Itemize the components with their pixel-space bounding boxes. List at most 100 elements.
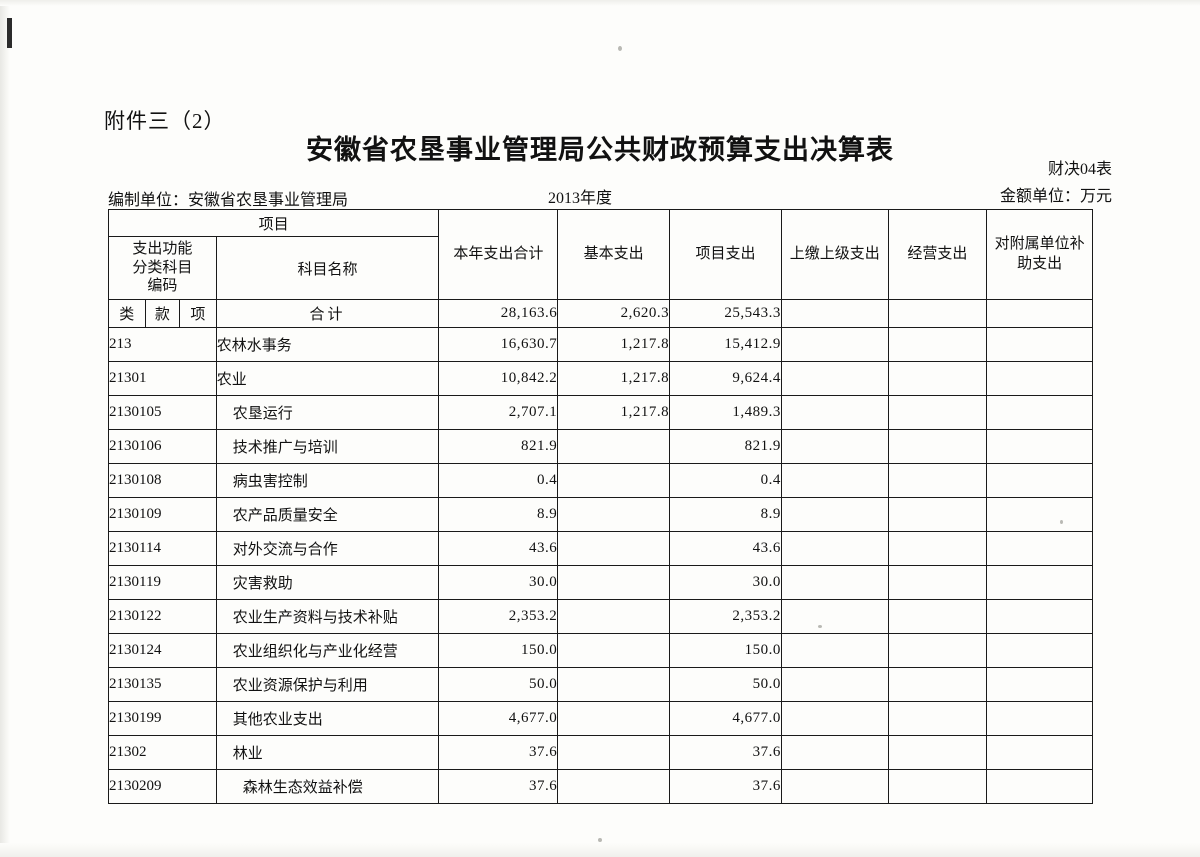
row-value-2: 30.0 (669, 565, 782, 600)
row-value-1 (557, 599, 671, 634)
row-value-0: 8.9 (438, 497, 559, 532)
table-row: 2130106 技术推广与培训 821.9 821.9 (108, 429, 1093, 464)
table-row: 2130105 农垦运行 2,707.1 1,217.8 1,489.3 (108, 395, 1093, 430)
row-value-4 (887, 735, 988, 770)
subheader-item: 项 (179, 299, 217, 328)
total-value-4 (887, 299, 988, 328)
header-function-code-line3: 编码 (147, 278, 178, 295)
row-value-4 (887, 531, 988, 566)
header-col-basic: 基本支出 (557, 209, 671, 300)
row-value-4 (887, 361, 988, 396)
header-col-remit-superior: 上缴上级支出 (780, 209, 889, 300)
row-value-0: 10,842.2 (438, 361, 559, 396)
row-value-1 (557, 565, 671, 600)
subheader-class: 类 (108, 299, 146, 328)
row-value-0: 30.0 (438, 565, 559, 600)
row-name: 农业生产资料与技术补贴 (215, 599, 440, 634)
row-value-3 (780, 565, 889, 600)
row-value-5 (986, 769, 1093, 804)
row-value-5 (986, 531, 1093, 566)
row-value-1 (557, 633, 671, 668)
row-code: 2130108 (108, 463, 217, 498)
table-row: 2130122 农业生产资料与技术补贴 2,353.2 2,353.2 (108, 599, 1093, 634)
header-col-subsidy-line1: 对附属单位补 (994, 236, 1085, 252)
table-header-row-2: 支出功能 分类科目 编码 科目名称 (108, 236, 1093, 300)
row-value-1 (557, 701, 671, 736)
row-code: 2130106 (108, 429, 217, 464)
row-value-3 (780, 327, 889, 362)
scan-speck (618, 46, 622, 51)
row-value-3 (780, 429, 889, 464)
row-value-1 (557, 667, 671, 702)
row-value-5 (986, 735, 1093, 770)
row-value-2: 1,489.3 (669, 395, 782, 430)
row-value-5 (986, 599, 1093, 634)
table-row: 2130209 森林生态效益补偿 37.6 37.6 (108, 769, 1093, 804)
total-value-3 (780, 299, 889, 328)
row-value-5 (986, 633, 1093, 668)
row-value-3 (780, 361, 889, 396)
row-value-4 (887, 395, 988, 430)
row-value-1 (557, 769, 671, 804)
row-value-3 (780, 463, 889, 498)
total-value-2: 25,543.3 (669, 299, 782, 328)
row-value-4 (887, 667, 988, 702)
row-value-2: 150.0 (669, 633, 782, 668)
table-row: 21302 林业 37.6 37.6 (108, 735, 1093, 770)
header-col-total: 本年支出合计 (438, 209, 559, 300)
row-value-5 (986, 565, 1093, 600)
row-value-2: 821.9 (669, 429, 782, 464)
row-value-5 (986, 701, 1093, 736)
row-value-2: 9,624.4 (669, 361, 782, 396)
header-col-operating: 经营支出 (887, 209, 988, 300)
table-row: 2130135 农业资源保护与利用 50.0 50.0 (108, 667, 1093, 702)
row-value-4 (887, 327, 988, 362)
header-item-group: 项目 (107, 209, 440, 237)
row-value-4 (887, 633, 988, 668)
row-value-2: 37.6 (669, 735, 782, 770)
table-row: 2130114 对外交流与合作 43.6 43.6 (108, 531, 1093, 566)
header-col-subsidy-affiliated: 对附属单位补 助支出 (986, 209, 1093, 300)
row-value-1 (557, 429, 671, 464)
row-code: 2130105 (108, 395, 217, 430)
row-value-1 (557, 463, 671, 498)
subheader-section: 款 (144, 299, 181, 328)
scan-mark (7, 18, 12, 48)
table-row: 2130199 其他农业支出 4,677.0 4,677.0 (108, 701, 1093, 736)
row-code: 2130199 (108, 701, 217, 736)
row-value-3 (780, 769, 889, 804)
scan-speck (598, 838, 602, 842)
row-code: 213 (108, 327, 217, 362)
row-value-2: 15,412.9 (669, 327, 782, 362)
row-value-1: 1,217.8 (557, 395, 671, 430)
budget-table: 项目 本年支出合计 基本支出 项目支出 上缴上级支出 经营支出 对附属单位补 助… (107, 209, 1093, 804)
row-value-0: 37.6 (438, 735, 559, 770)
row-value-1: 1,217.8 (557, 327, 671, 362)
row-value-0: 50.0 (438, 667, 559, 702)
row-value-5 (986, 395, 1093, 430)
table-row: 2130119 灾害救助 30.0 30.0 (108, 565, 1093, 600)
row-value-1 (557, 497, 671, 532)
table-row: 21301 农业 10,842.2 1,217.8 9,624.4 (108, 361, 1093, 396)
row-value-2: 50.0 (669, 667, 782, 702)
row-value-4 (887, 463, 988, 498)
row-value-5 (986, 327, 1093, 362)
header-function-code: 支出功能 分类科目 编码 (108, 236, 217, 300)
row-value-2: 0.4 (669, 463, 782, 498)
row-name: 农业资源保护与利用 (215, 667, 440, 702)
row-name: 农垦运行 (215, 395, 440, 430)
row-value-5 (986, 429, 1093, 464)
row-code: 2130124 (108, 633, 217, 668)
row-name: 农业 (215, 361, 440, 396)
attachment-label: 附件三（2） (104, 109, 226, 133)
row-value-4 (887, 565, 988, 600)
table-row: 213 农林水事务 16,630.7 1,217.8 15,412.9 (108, 327, 1093, 362)
row-name: 林业 (215, 735, 440, 770)
header-col-project: 项目支出 (669, 209, 782, 300)
row-name: 技术推广与培训 (215, 429, 440, 464)
row-name: 农产品质量安全 (215, 497, 440, 532)
row-code: 21302 (108, 735, 217, 770)
row-name: 其他农业支出 (215, 701, 440, 736)
row-value-3 (780, 701, 889, 736)
